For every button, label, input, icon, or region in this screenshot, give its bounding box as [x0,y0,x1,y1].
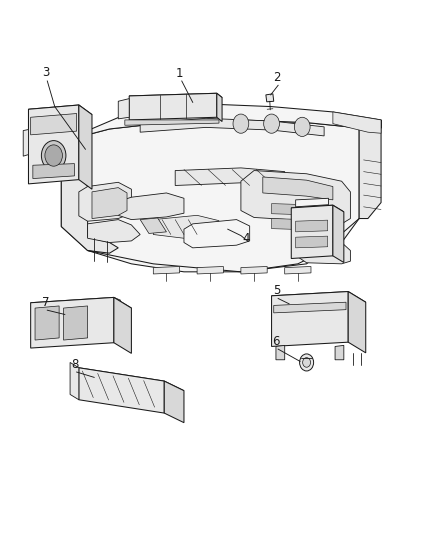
Polygon shape [285,266,311,274]
Polygon shape [296,220,328,232]
Polygon shape [153,266,180,274]
Polygon shape [276,345,285,360]
Text: 8: 8 [71,358,78,371]
Polygon shape [272,219,324,230]
Circle shape [300,354,314,371]
Polygon shape [272,204,324,215]
Polygon shape [79,105,92,189]
Polygon shape [88,220,140,243]
Polygon shape [272,292,348,346]
Circle shape [294,117,310,136]
Polygon shape [333,112,381,133]
Polygon shape [110,297,120,343]
Polygon shape [272,292,366,306]
Polygon shape [274,302,346,313]
Polygon shape [241,266,267,274]
Polygon shape [114,297,131,353]
Circle shape [41,141,66,171]
Polygon shape [118,193,184,220]
Polygon shape [92,188,127,219]
Polygon shape [28,105,79,184]
Polygon shape [64,306,88,340]
Text: 6: 6 [272,335,280,348]
Polygon shape [291,205,344,214]
Polygon shape [175,168,285,187]
Polygon shape [31,297,131,313]
Circle shape [303,358,311,367]
Polygon shape [153,215,219,238]
Polygon shape [296,198,328,207]
Polygon shape [31,114,77,135]
Polygon shape [291,205,333,259]
Polygon shape [70,362,79,400]
Polygon shape [335,345,344,360]
Polygon shape [129,93,217,120]
Polygon shape [118,99,129,119]
Circle shape [264,114,279,133]
Polygon shape [296,236,328,248]
Polygon shape [125,120,219,125]
Polygon shape [79,368,164,413]
Polygon shape [333,205,344,262]
Polygon shape [197,266,223,274]
Circle shape [233,114,249,133]
Polygon shape [266,94,274,102]
Text: 7: 7 [42,296,49,309]
Text: 1: 1 [176,67,184,80]
Text: 4: 4 [242,232,250,245]
Polygon shape [61,171,118,253]
Polygon shape [129,93,222,100]
Polygon shape [31,297,114,348]
Text: 5: 5 [273,285,280,297]
Polygon shape [298,243,350,264]
Text: 3: 3 [42,67,49,79]
Polygon shape [359,120,381,219]
Polygon shape [140,118,324,136]
Polygon shape [35,306,59,340]
Polygon shape [33,164,74,179]
Polygon shape [79,368,184,391]
Polygon shape [217,93,222,122]
Polygon shape [263,177,333,200]
Polygon shape [28,105,92,119]
Polygon shape [184,220,250,248]
Circle shape [45,145,62,166]
Polygon shape [241,171,350,224]
Polygon shape [23,130,28,156]
Polygon shape [61,120,359,272]
Polygon shape [79,182,131,221]
Polygon shape [140,218,166,233]
Polygon shape [83,104,381,136]
Polygon shape [348,292,366,353]
Text: 2: 2 [273,71,281,84]
Polygon shape [164,381,184,423]
